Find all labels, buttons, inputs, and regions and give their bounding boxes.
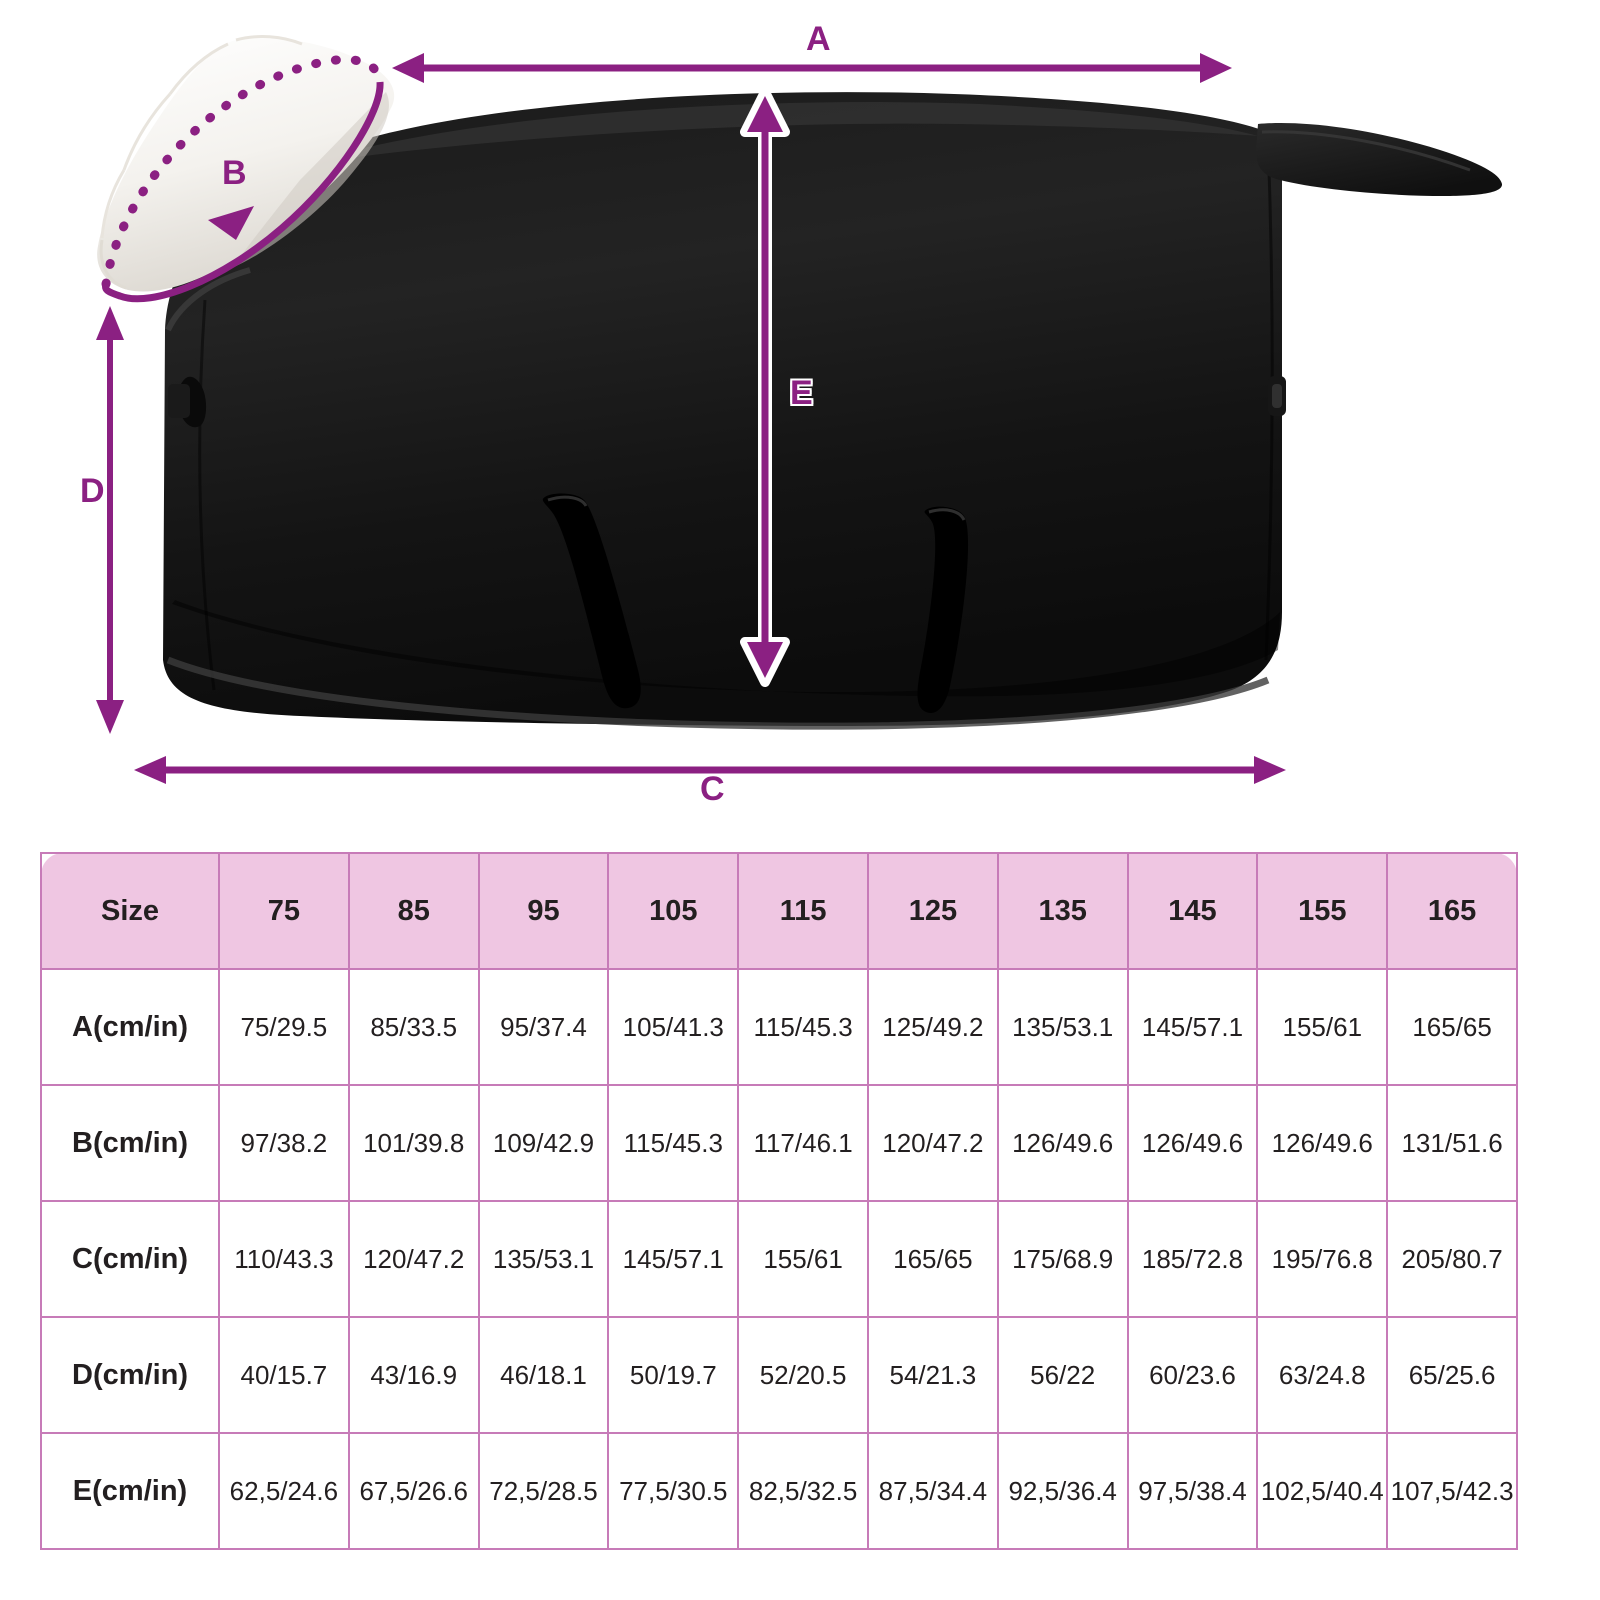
header-cell-125: 125 — [866, 852, 999, 970]
arrow-C — [134, 756, 1286, 784]
cell-a-155: 155/61 — [1256, 968, 1389, 1086]
cell-a-145: 145/57.1 — [1126, 968, 1259, 1086]
table-row: B(cm/in) 97/38.2 101/39.8 109/42.9 115/4… — [40, 1084, 1518, 1202]
cell-d-85: 43/16.9 — [347, 1316, 480, 1434]
cell-c-125: 165/65 — [866, 1200, 999, 1318]
table-row: D(cm/in) 40/15.7 43/16.9 46/18.1 50/19.7… — [40, 1316, 1518, 1434]
cell-d-165: 65/25.6 — [1386, 1316, 1518, 1434]
dimension-label-C: C — [700, 770, 725, 808]
belly-strap-left — [542, 493, 641, 709]
cell-a-85: 85/33.5 — [347, 968, 480, 1086]
cell-e-85: 67,5/26.6 — [347, 1432, 480, 1550]
cell-b-165: 131/51.6 — [1386, 1084, 1518, 1202]
cell-b-105: 115/45.3 — [607, 1084, 740, 1202]
cell-d-145: 60/23.6 — [1126, 1316, 1259, 1434]
cell-e-125: 87,5/34.4 — [866, 1432, 999, 1550]
header-cell-85: 85 — [347, 852, 480, 970]
cell-c-165: 205/80.7 — [1386, 1200, 1518, 1318]
fleece-wither-pad — [97, 35, 395, 292]
cell-e-135: 92,5/36.4 — [996, 1432, 1129, 1550]
cell-b-115: 117/46.1 — [737, 1084, 869, 1202]
cell-d-135: 56/22 — [996, 1316, 1129, 1434]
cell-c-155: 195/76.8 — [1256, 1200, 1389, 1318]
rear-ring — [1268, 376, 1286, 416]
header-cell-155: 155 — [1256, 852, 1389, 970]
cell-e-155: 102,5/40.4 — [1256, 1432, 1389, 1550]
dimension-label-E: E — [790, 374, 813, 412]
front-chest-strap — [168, 376, 207, 428]
cell-c-95: 135/53.1 — [477, 1200, 610, 1318]
row-label-d: D(cm/in) — [40, 1316, 220, 1434]
header-cell-95: 95 — [477, 852, 610, 970]
cell-b-85: 101/39.8 — [347, 1084, 480, 1202]
row-label-b: B(cm/in) — [40, 1084, 220, 1202]
cell-d-75: 40/15.7 — [218, 1316, 350, 1434]
cell-a-105: 105/41.3 — [607, 968, 740, 1086]
size-chart-table: Size 75 85 95 105 115 125 135 145 155 16… — [40, 852, 1518, 1550]
table-header-row: Size 75 85 95 105 115 125 135 145 155 16… — [40, 852, 1518, 970]
arrow-D — [96, 306, 124, 734]
cell-d-115: 52/20.5 — [737, 1316, 869, 1434]
cell-d-95: 46/18.1 — [477, 1316, 610, 1434]
header-cell-135: 135 — [996, 852, 1129, 970]
cell-a-135: 135/53.1 — [996, 968, 1129, 1086]
cell-b-125: 120/47.2 — [866, 1084, 999, 1202]
cell-c-115: 155/61 — [737, 1200, 869, 1318]
table-row: C(cm/in) 110/43.3 120/47.2 135/53.1 145/… — [40, 1200, 1518, 1318]
product-measurement-diagram: A B C D E — [80, 20, 1503, 808]
cell-e-105: 77,5/30.5 — [607, 1432, 740, 1550]
cell-b-155: 126/49.6 — [1256, 1084, 1389, 1202]
cell-b-75: 97/38.2 — [218, 1084, 350, 1202]
cell-e-95: 72,5/28.5 — [477, 1432, 610, 1550]
dimension-label-D: D — [80, 472, 105, 510]
cell-d-125: 54/21.3 — [866, 1316, 999, 1434]
cell-d-105: 50/19.7 — [607, 1316, 740, 1434]
arrow-B-ellipse — [101, 55, 385, 303]
rug-illustration — [96, 35, 1503, 784]
header-cell-145: 145 — [1126, 852, 1259, 970]
dimension-label-A: A — [806, 20, 831, 58]
header-cell-105: 105 — [607, 852, 740, 970]
cell-e-115: 82,5/32.5 — [737, 1432, 869, 1550]
cell-a-115: 115/45.3 — [737, 968, 869, 1086]
cell-b-145: 126/49.6 — [1126, 1084, 1259, 1202]
table-row: E(cm/in) 62,5/24.6 67,5/26.6 72,5/28.5 7… — [40, 1432, 1518, 1550]
cell-d-155: 63/24.8 — [1256, 1316, 1389, 1434]
row-label-a: A(cm/in) — [40, 968, 220, 1086]
cell-b-135: 126/49.6 — [996, 1084, 1129, 1202]
cell-e-75: 62,5/24.6 — [218, 1432, 350, 1550]
header-cell-165: 165 — [1386, 852, 1518, 970]
tail-flap — [1256, 123, 1503, 196]
cell-c-75: 110/43.3 — [218, 1200, 350, 1318]
cell-c-135: 175/68.9 — [996, 1200, 1129, 1318]
header-cell-size: Size — [40, 852, 220, 970]
cell-a-125: 125/49.2 — [866, 968, 999, 1086]
dimension-label-B: B — [222, 154, 247, 192]
rug-body-shape — [163, 92, 1282, 730]
cell-c-145: 185/72.8 — [1126, 1200, 1259, 1318]
arrow-E — [740, 87, 790, 687]
row-label-c: C(cm/in) — [40, 1200, 220, 1318]
arrow-A — [392, 53, 1232, 83]
cell-c-85: 120/47.2 — [347, 1200, 480, 1318]
cell-a-75: 75/29.5 — [218, 968, 350, 1086]
cell-b-95: 109/42.9 — [477, 1084, 610, 1202]
cell-c-105: 145/57.1 — [607, 1200, 740, 1318]
cell-e-145: 97,5/38.4 — [1126, 1432, 1259, 1550]
cell-a-95: 95/37.4 — [477, 968, 610, 1086]
table-row: A(cm/in) 75/29.5 85/33.5 95/37.4 105/41.… — [40, 968, 1518, 1086]
cell-a-165: 165/65 — [1386, 968, 1518, 1086]
cell-e-165: 107,5/42.3 — [1386, 1432, 1518, 1550]
header-cell-115: 115 — [737, 852, 869, 970]
header-cell-75: 75 — [218, 852, 350, 970]
row-label-e: E(cm/in) — [40, 1432, 220, 1550]
belly-strap-right — [917, 506, 969, 713]
